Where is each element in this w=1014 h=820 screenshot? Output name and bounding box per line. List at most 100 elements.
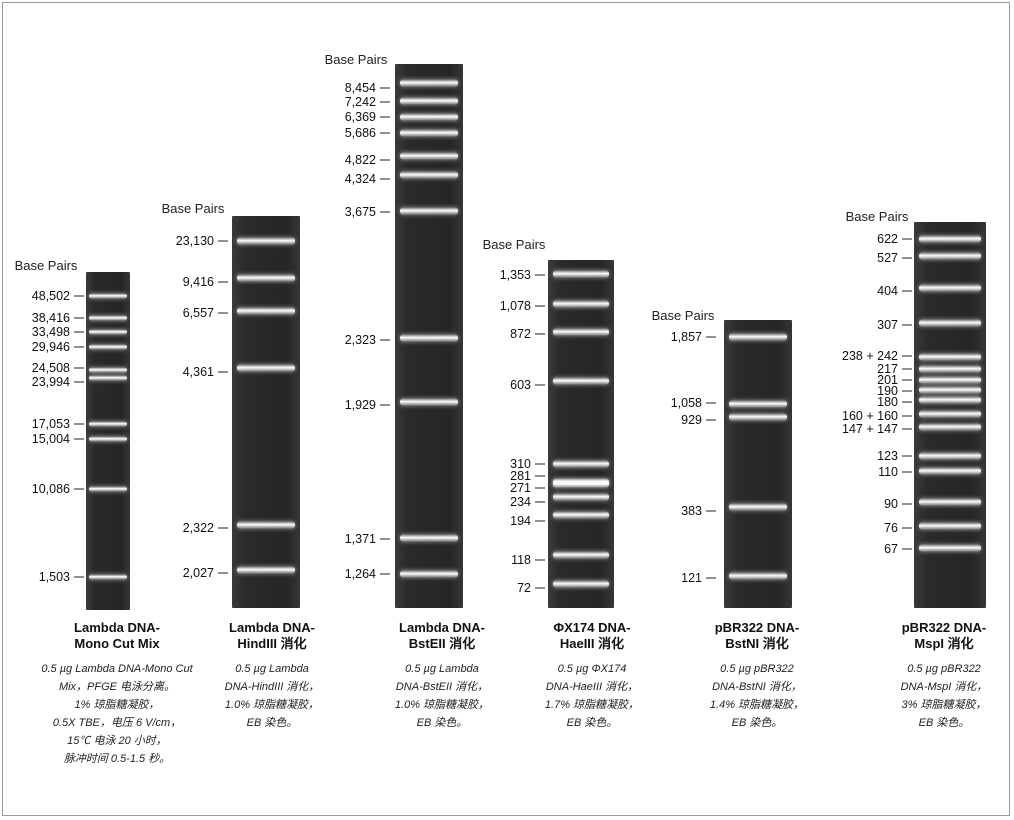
- band-size-label: 8,454: [344, 81, 376, 95]
- dna-band: [919, 386, 981, 394]
- ladder-name-line: HindIII 消化: [237, 636, 307, 651]
- dna-band: [552, 580, 610, 588]
- band-tick: [902, 324, 912, 326]
- band-size-label: 527: [877, 251, 898, 265]
- ladder-name: pBR322 DNA- BstNI 消化: [715, 620, 800, 652]
- dna-band: [919, 284, 981, 292]
- band-size-label: 6,557: [182, 306, 214, 320]
- band-size-label: 147 + 147: [842, 422, 898, 436]
- dna-band: [919, 467, 981, 475]
- ladder-name-line: Lambda DNA-: [399, 620, 485, 635]
- dna-band: [89, 329, 127, 335]
- band-size-label: 1,264: [344, 567, 376, 581]
- ladder-description-line: DNA-HindIII 消化，: [224, 681, 320, 693]
- band-tick: [380, 211, 390, 213]
- ladder-description-line: 1% 琼脂糖凝胶，: [74, 699, 160, 711]
- band-tick: [380, 87, 390, 89]
- base-pairs-label: Base Pairs: [324, 52, 388, 67]
- dna-band: [89, 375, 127, 381]
- dna-band: [89, 436, 127, 442]
- band-tick: [380, 573, 390, 575]
- band-tick: [902, 471, 912, 473]
- ladder-description: 0.5 µg Lambda DNA-BstEII 消化， 1.0% 琼脂糖凝胶， EB…: [395, 660, 489, 732]
- band-size-label: 9,416: [182, 275, 214, 289]
- dna-band: [552, 300, 610, 308]
- band-tick: [902, 238, 912, 240]
- ladder-name-line: Lambda DNA-: [229, 620, 315, 635]
- dna-band: [919, 376, 981, 384]
- band-tick: [380, 538, 390, 540]
- band-size-label: 404: [877, 284, 898, 298]
- band-tick: [380, 116, 390, 118]
- ladder-description-line: 0.5 µg Lambda: [405, 663, 479, 675]
- ladder-description-line: EB 染色。: [731, 717, 783, 729]
- band-tick: [218, 281, 228, 283]
- band-size-label: 6,369: [344, 110, 376, 124]
- ladder-name-line: Lambda DNA-: [74, 620, 160, 635]
- dna-band: [236, 566, 296, 574]
- ladder-name: Lambda DNA- HindIII 消化: [229, 620, 315, 652]
- ladder-description-line: 0.5 µg ΦX174: [557, 663, 627, 675]
- band-size-label: 194: [510, 514, 531, 528]
- band-size-label: 2,027: [182, 566, 214, 580]
- ladder-name-line: BstEII 消化: [408, 636, 476, 651]
- ladder-description-line: DNA-BstEII 消化，: [395, 681, 489, 693]
- band-size-label: 4,324: [344, 172, 376, 186]
- band-tick: [74, 317, 84, 319]
- band-tick: [380, 404, 390, 406]
- base-pairs-label: Base Pairs: [161, 201, 225, 216]
- ladder-description: 0.5 µg ΦX174 DNA-HaeIII 消化， 1.7% 琼脂糖凝胶， EB …: [545, 660, 639, 732]
- dna-band: [552, 377, 610, 385]
- dna-band: [399, 207, 459, 215]
- dna-band: [919, 544, 981, 552]
- band-tick: [902, 455, 912, 457]
- dna-band: [89, 293, 127, 299]
- dna-band: [919, 353, 981, 361]
- band-tick: [706, 402, 716, 404]
- band-size-label: 4,361: [182, 365, 214, 379]
- ladder-description-line: 0.5X TBE，电压 6 V/cm，: [52, 717, 182, 729]
- band-tick: [380, 132, 390, 134]
- dna-band: [89, 421, 127, 427]
- ladder-description-line: 0.5 µg pBR322: [720, 663, 794, 675]
- ladder-description-line: Mix，PFGE 电泳分离。: [58, 681, 176, 693]
- band-size-label: 118: [511, 553, 531, 567]
- band-size-label: 1,857: [670, 330, 702, 344]
- band-tick: [902, 257, 912, 259]
- band-tick: [74, 488, 84, 490]
- band-size-label: 2,323: [344, 333, 376, 347]
- ladder-description-line: DNA-HaeIII 消化，: [545, 681, 639, 693]
- ladder-description-line: EB 染色。: [246, 717, 298, 729]
- ladder-description-line: EB 染色。: [566, 717, 618, 729]
- ladder-description-line: EB 染色。: [416, 717, 468, 729]
- band-tick: [74, 423, 84, 425]
- dna-band: [236, 237, 296, 245]
- ladder-name: ΦX174 DNA- HaeIII 消化: [553, 620, 630, 652]
- ladder-description: 0.5 µg Lambda DNA-HindIII 消化， 1.0% 琼脂糖凝胶， E…: [225, 660, 320, 732]
- band-size-label: 29,946: [31, 340, 70, 354]
- band-size-label: 603: [510, 378, 531, 392]
- dna-band: [552, 493, 610, 501]
- dna-band: [399, 113, 459, 121]
- band-tick: [535, 463, 545, 465]
- band-size-label: 281: [510, 469, 531, 483]
- band-size-label: 24,508: [31, 361, 70, 375]
- dna-band: [89, 367, 127, 373]
- band-size-label: 33,498: [31, 325, 70, 339]
- dna-band: [89, 486, 127, 492]
- dna-band: [728, 413, 788, 421]
- band-size-label: 190: [877, 384, 898, 398]
- dna-band: [236, 307, 296, 315]
- base-pairs-label: Base Pairs: [651, 308, 715, 323]
- band-tick: [902, 355, 912, 357]
- band-tick: [535, 475, 545, 477]
- base-pairs-label: Base Pairs: [845, 209, 909, 224]
- ladder-description: 0.5 µg pBR322 DNA-MspI 消化， 3% 琼脂糖凝胶， EB 染色。: [901, 660, 988, 732]
- band-tick: [902, 401, 912, 403]
- band-size-label: 110: [878, 465, 898, 479]
- base-pairs-label: Base Pairs: [14, 258, 78, 273]
- band-tick: [218, 312, 228, 314]
- band-tick: [74, 295, 84, 297]
